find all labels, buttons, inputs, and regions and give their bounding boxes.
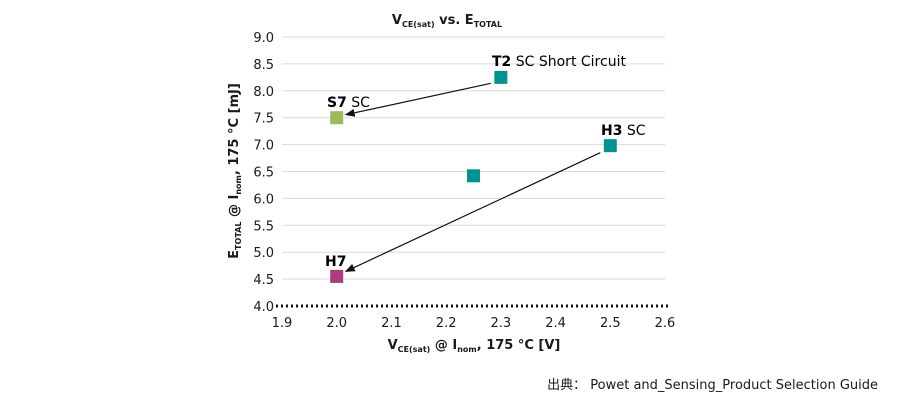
point-annotations: S7 SC T2 SC Short Circuit H3 SC H7 bbox=[325, 54, 646, 270]
y-tick-label: 7.5 bbox=[253, 112, 274, 127]
y-tick-label: 7.0 bbox=[253, 139, 274, 154]
y-tick-label: 8.5 bbox=[253, 58, 274, 73]
y-tick-label: 6.5 bbox=[253, 166, 274, 181]
data-point bbox=[467, 169, 480, 183]
x-tick-label: 2.6 bbox=[655, 316, 676, 331]
annotation-arrow bbox=[344, 82, 491, 117]
x-tick-label: 2.2 bbox=[436, 316, 457, 331]
y-tick-label: 9.0 bbox=[253, 31, 274, 46]
data-points bbox=[330, 70, 617, 283]
x-tick-label: 1.9 bbox=[272, 316, 293, 331]
x-tick-labels: 1.9 2.0 2.1 2.2 2.3 2.4 2.5 2.6 bbox=[272, 316, 676, 331]
chart-title: VCE(sat) vs. ETOTAL bbox=[392, 13, 502, 29]
y-tick-label: 5.5 bbox=[253, 219, 274, 234]
gridlines bbox=[282, 36, 665, 280]
annotation-arrow bbox=[344, 152, 601, 272]
x-tick-label: 2.3 bbox=[491, 316, 512, 331]
y-axis-label: ETOTAL @ Inom, 175 °C [mJ] bbox=[227, 83, 243, 259]
y-tick-label: 6.0 bbox=[253, 192, 274, 207]
annotation-s7: S7 SC bbox=[327, 95, 370, 111]
data-point bbox=[494, 70, 508, 84]
y-tick-label: 5.0 bbox=[253, 246, 274, 261]
data-point bbox=[330, 111, 344, 125]
x-tick-label: 2.5 bbox=[600, 316, 621, 331]
annotation-h3: H3 SC bbox=[601, 123, 646, 139]
data-point bbox=[330, 269, 344, 283]
x-tick-label: 2.1 bbox=[381, 316, 402, 331]
source-caption: 出典： Powet and_Sensing_Product Selection … bbox=[547, 378, 878, 393]
x-tick-label: 2.4 bbox=[545, 316, 566, 331]
annotation-arrows bbox=[344, 82, 601, 272]
x-axis-label: VCE(sat) @ Inom, 175 °C [V] bbox=[388, 338, 561, 354]
data-point bbox=[603, 139, 617, 153]
annotation-h7: H7 bbox=[325, 254, 346, 270]
y-tick-label: 4.5 bbox=[253, 273, 274, 288]
y-tick-labels: 4.0 4.5 5.0 5.5 6.0 6.5 7.0 7.5 8.0 8.5 9.0 bbox=[253, 31, 274, 315]
y-tick-label: 4.0 bbox=[253, 300, 274, 315]
annotation-t2: T2 SC Short Circuit bbox=[492, 54, 626, 70]
x-tick-label: 2.0 bbox=[326, 316, 347, 331]
y-tick-label: 8.0 bbox=[253, 85, 274, 100]
